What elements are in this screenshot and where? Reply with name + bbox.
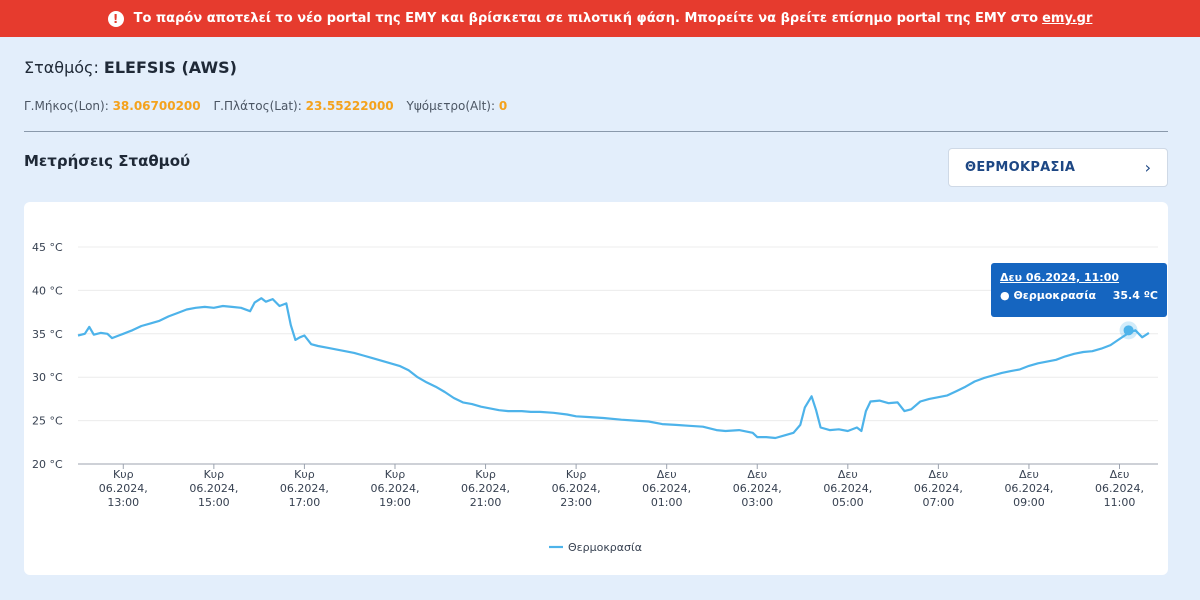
temperature-chart: 20 °C25 °C30 °C35 °C40 °C45 °CΚυρ06.2024… xyxy=(32,241,1158,554)
x-tick-label: Δευ xyxy=(1110,468,1130,481)
x-tick-label: 03:00 xyxy=(741,496,773,509)
parameter-select-button[interactable]: ΘΕΡΜΟΚΡΑΣΙΑ › xyxy=(948,148,1168,187)
banner-text: Το παρόν αποτελεί το νέο portal της ΕΜΥ … xyxy=(133,11,1039,26)
alt-value: 0 xyxy=(498,99,508,113)
x-tick-label: Κυρ xyxy=(475,468,496,481)
y-tick-label: 40 °C xyxy=(32,284,63,297)
x-tick-label: Δευ xyxy=(747,468,767,481)
alert-icon: ! xyxy=(107,10,124,27)
chevron-right-icon: › xyxy=(1144,158,1151,177)
station-heading: Σταθμός: ELEFSIS (AWS) xyxy=(24,58,237,77)
station-label: Σταθμός: xyxy=(24,58,99,77)
chart-tooltip: Δευ 06.2024, 11:00 ● Θερμοκρασία 35.4 ºC xyxy=(991,263,1167,317)
tooltip-bullet-icon: ● xyxy=(1000,289,1014,302)
tooltip-value: 35.4 ºC xyxy=(1112,289,1158,302)
pilot-banner: ! Το παρόν αποτελεί το νέο portal της ΕΜ… xyxy=(0,0,1200,37)
x-tick-label: Κυρ xyxy=(294,468,315,481)
x-tick-label: Δευ xyxy=(1019,468,1039,481)
x-tick-label: 06.2024, xyxy=(733,482,782,495)
lat-label: Γ.Πλάτος(Lat): xyxy=(213,99,302,113)
x-tick-label: 13:00 xyxy=(107,496,139,509)
temperature-line xyxy=(77,297,1150,440)
x-tick-label: Κυρ xyxy=(113,468,134,481)
y-tick-label: 20 °C xyxy=(32,458,63,471)
parameter-label: ΘΕΡΜΟΚΡΑΣΙΑ xyxy=(965,160,1076,175)
legend-label: Θερμοκρασία xyxy=(568,541,642,554)
section-title: Μετρήσεις Σταθμού xyxy=(24,152,191,170)
divider xyxy=(24,131,1168,132)
x-tick-label: 21:00 xyxy=(470,496,502,509)
tooltip-date: Δευ 06.2024, 11:00 xyxy=(1000,271,1120,284)
x-tick-label: Κυρ xyxy=(385,468,406,481)
x-tick-label: 15:00 xyxy=(198,496,230,509)
x-tick-label: 07:00 xyxy=(923,496,955,509)
x-tick-label: Δευ xyxy=(657,468,677,481)
x-tick-label: Δευ xyxy=(928,468,948,481)
x-tick-label: 01:00 xyxy=(651,496,683,509)
x-tick-label: 11:00 xyxy=(1104,496,1136,509)
x-tick-label: Κυρ xyxy=(566,468,587,481)
y-tick-label: 30 °C xyxy=(32,371,63,384)
lon-value: 38.06700200 xyxy=(112,99,201,113)
x-tick-label: 06.2024, xyxy=(370,482,419,495)
y-tick-label: 25 °C xyxy=(32,415,63,428)
x-tick-label: 06.2024, xyxy=(823,482,872,495)
x-tick-label: 06.2024, xyxy=(552,482,601,495)
lon-label: Γ.Μήκος(Lon): xyxy=(24,99,109,113)
tooltip-series: Θερμοκρασία xyxy=(1013,289,1097,302)
x-tick-label: 06.2024, xyxy=(461,482,510,495)
x-tick-label: 06.2024, xyxy=(280,482,329,495)
x-tick-label: 06.2024, xyxy=(1095,482,1144,495)
x-tick-label: 19:00 xyxy=(379,496,411,509)
y-tick-label: 35 °C xyxy=(32,328,63,341)
x-tick-label: 06.2024, xyxy=(1004,482,1053,495)
highlight-point xyxy=(1123,325,1134,336)
x-tick-label: 06.2024, xyxy=(914,482,963,495)
x-tick-label: 05:00 xyxy=(832,496,864,509)
station-coordinates: Γ.Μήκος(Lon): 38.06700200 Γ.Πλάτος(Lat):… xyxy=(24,99,516,113)
x-tick-label: 06.2024, xyxy=(189,482,238,495)
y-tick-label: 45 °C xyxy=(32,241,63,254)
x-tick-label: Κυρ xyxy=(204,468,225,481)
chart-card: 20 °C 25 °C 30 °C 35 °C 40 °C 45 °C Κυρ 06.2024… xyxy=(24,202,1168,575)
x-tick-label: Δευ xyxy=(838,468,858,481)
emy-link[interactable]: emy.gr xyxy=(1042,11,1093,26)
x-tick-label: 09:00 xyxy=(1013,496,1045,509)
lat-value: 23.55222000 xyxy=(305,99,394,113)
x-tick-label: 06.2024, xyxy=(642,482,691,495)
alt-label: Υψόμετρο(Alt): xyxy=(406,99,496,113)
x-tick-label: 23:00 xyxy=(560,496,592,509)
station-name: ELEFSIS (AWS) xyxy=(103,58,237,77)
x-tick-label: 17:00 xyxy=(289,496,321,509)
x-tick-label: 06.2024, xyxy=(99,482,148,495)
